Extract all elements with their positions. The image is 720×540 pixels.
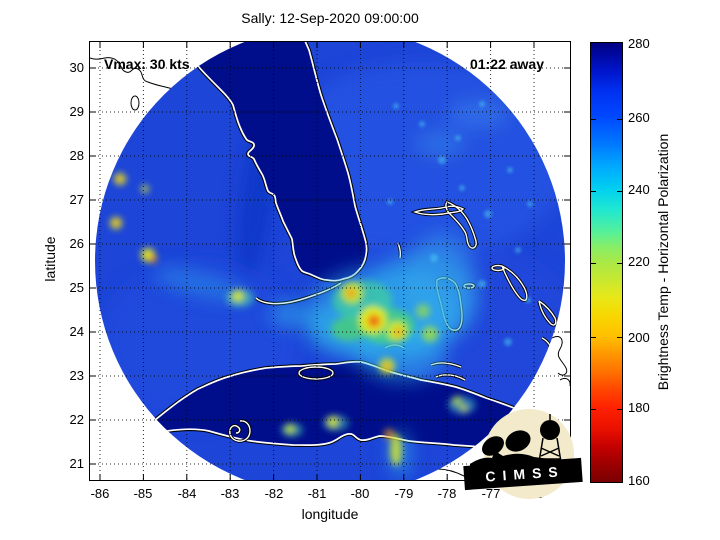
x-tick-label-3: -83 xyxy=(220,486,240,501)
x-tick-label-2: -84 xyxy=(177,486,197,501)
y-tick-label-5: 25 xyxy=(69,280,84,295)
x-tick-label-7: -79 xyxy=(394,486,414,501)
map-canvas xyxy=(90,42,570,480)
y-tick-label-6: 24 xyxy=(69,324,84,339)
x-tick-label-4: -82 xyxy=(264,486,284,501)
colorbar-tick-label-2: 240 xyxy=(628,182,650,197)
logo-text: CIMSS xyxy=(485,463,565,484)
vmax-annotation: Vmax: 30 kts xyxy=(104,56,190,72)
colorbar-tick-label-1: 260 xyxy=(628,110,650,125)
x-tick-label-8: -78 xyxy=(437,486,457,501)
satellite-dish-icon xyxy=(505,430,531,452)
x-tick-label-5: -81 xyxy=(307,486,327,501)
colorbar-tick-label-0: 280 xyxy=(628,36,650,51)
colorbar-tick-label-5: 180 xyxy=(628,400,650,415)
y-tick-label-4: 26 xyxy=(69,236,84,251)
data-swath xyxy=(95,42,565,480)
x-axis-label: longitude xyxy=(301,506,359,522)
y-tick-label-1: 29 xyxy=(69,104,84,119)
y-tick-label-0: 30 xyxy=(69,60,84,75)
x-tick-label-0: -86 xyxy=(90,486,110,501)
y-axis-label: latitude xyxy=(42,236,58,282)
y-tick-label-3: 27 xyxy=(69,192,84,207)
x-tick-label-6: -80 xyxy=(350,486,370,501)
overpass-time-annotation: 01:22 away xyxy=(470,56,544,72)
y-tick-label-8: 22 xyxy=(69,412,84,427)
colorbar xyxy=(590,42,623,483)
plot-title: Sally: 12-Sep-2020 09:00:00 xyxy=(241,10,419,26)
cloud-speckles xyxy=(387,101,533,346)
y-tick-label-2: 28 xyxy=(69,148,84,163)
cloud-field xyxy=(110,101,533,478)
gridlines xyxy=(90,42,570,480)
x-tick-label-9: -77 xyxy=(481,486,501,501)
x-tick-label-1: -85 xyxy=(133,486,153,501)
water-tower-icon xyxy=(540,420,560,440)
y-tick-label-7: 23 xyxy=(69,368,84,383)
cimss-logo: CIMSS xyxy=(463,409,583,499)
y-tick-label-9: 21 xyxy=(69,456,84,471)
colorbar-tick-label-3: 220 xyxy=(628,254,650,269)
colorbar-tick-label-4: 200 xyxy=(628,330,650,345)
colorbar-tick-label-6: 160 xyxy=(628,473,650,488)
plot-area: Vmax: 30 kts 01:22 away xyxy=(89,41,571,481)
satellite-dish-icon xyxy=(482,436,504,456)
logo-banner: CIMSS xyxy=(463,457,583,491)
water-tower-legs xyxy=(537,414,563,469)
strongest-convective-cell xyxy=(370,317,378,325)
colorbar-label: Brightness Temp - Horizontal Polarizatio… xyxy=(655,133,671,391)
